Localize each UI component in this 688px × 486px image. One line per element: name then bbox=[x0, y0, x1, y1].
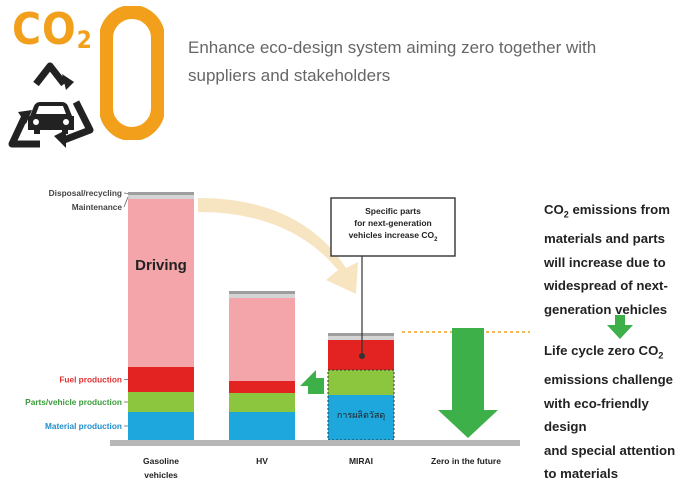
bar-parts-vehicle-production-0 bbox=[128, 392, 194, 412]
bar-driving-0 bbox=[128, 199, 194, 367]
legend-parts-vehicle-production: Parts/vehicle production bbox=[25, 397, 122, 407]
zero-down-arrow bbox=[438, 328, 498, 438]
bar-parts-vehicle-production-2 bbox=[328, 370, 394, 395]
down-arrow-icon bbox=[607, 315, 633, 339]
bar-driving-1 bbox=[229, 298, 295, 381]
headline: Enhance eco-design system aiming zero to… bbox=[188, 38, 597, 85]
bar-material-production-1 bbox=[229, 412, 295, 440]
legend-material-production: Material production bbox=[45, 421, 122, 431]
legend-disposal-recycling: Disposal/recycling bbox=[49, 188, 122, 198]
bar-parts-vehicle-production-1 bbox=[229, 393, 295, 412]
x-label-zero: Zero in the future bbox=[431, 456, 501, 466]
co2-logo-text: CO2 bbox=[12, 4, 93, 55]
ground-line bbox=[110, 440, 520, 446]
bar-maintenance-1 bbox=[229, 294, 295, 298]
legend-connector bbox=[123, 192, 129, 194]
transition-arrow bbox=[198, 198, 358, 294]
recycle-car-icon bbox=[8, 62, 94, 148]
x-label-gasoline: Gasoline bbox=[143, 456, 179, 466]
bar-material-production-0 bbox=[128, 412, 194, 440]
increase-arrow-icon bbox=[300, 370, 324, 394]
bar-material-production-2 bbox=[328, 395, 394, 440]
x-label-hv: HV bbox=[256, 456, 268, 466]
bar-disposal-recycling-1 bbox=[229, 291, 295, 294]
callout-pointer-dot bbox=[359, 353, 365, 359]
mirai-inner-label: การผลิตวัสดุ bbox=[337, 410, 386, 421]
zero-logo-digit bbox=[100, 6, 164, 140]
callout-line1: Specific parts bbox=[365, 206, 421, 216]
side-text-increase: CO2 emissions from materials and parts w… bbox=[544, 202, 670, 317]
bar-maintenance-0 bbox=[128, 195, 194, 199]
side-text-challenge: Life cycle zero CO2 emissions challenge … bbox=[544, 343, 676, 482]
bar-fuel-production-0 bbox=[128, 367, 194, 392]
bar-disposal-recycling-0 bbox=[128, 192, 194, 195]
x-label-mirai: MIRAI bbox=[349, 456, 373, 466]
legend-connector bbox=[123, 196, 129, 208]
bar-fuel-production-1 bbox=[229, 381, 295, 393]
legend-fuel-production: Fuel production bbox=[59, 375, 122, 385]
bar-disposal-recycling-2 bbox=[328, 333, 394, 336]
bar-maintenance-2 bbox=[328, 336, 394, 340]
legend-maintenance: Maintenance bbox=[72, 202, 123, 212]
callout-line2: for next-generation bbox=[354, 218, 431, 228]
callout-line3: vehicles increase CO2 bbox=[349, 230, 439, 243]
emissions-chart: Driving การผลิตวัสดุ Specific parts for nex… bbox=[25, 188, 530, 480]
callout-box bbox=[330, 197, 456, 257]
driving-bar-label: Driving bbox=[135, 257, 187, 274]
x-label-gasoline-2: vehicles bbox=[144, 470, 178, 480]
